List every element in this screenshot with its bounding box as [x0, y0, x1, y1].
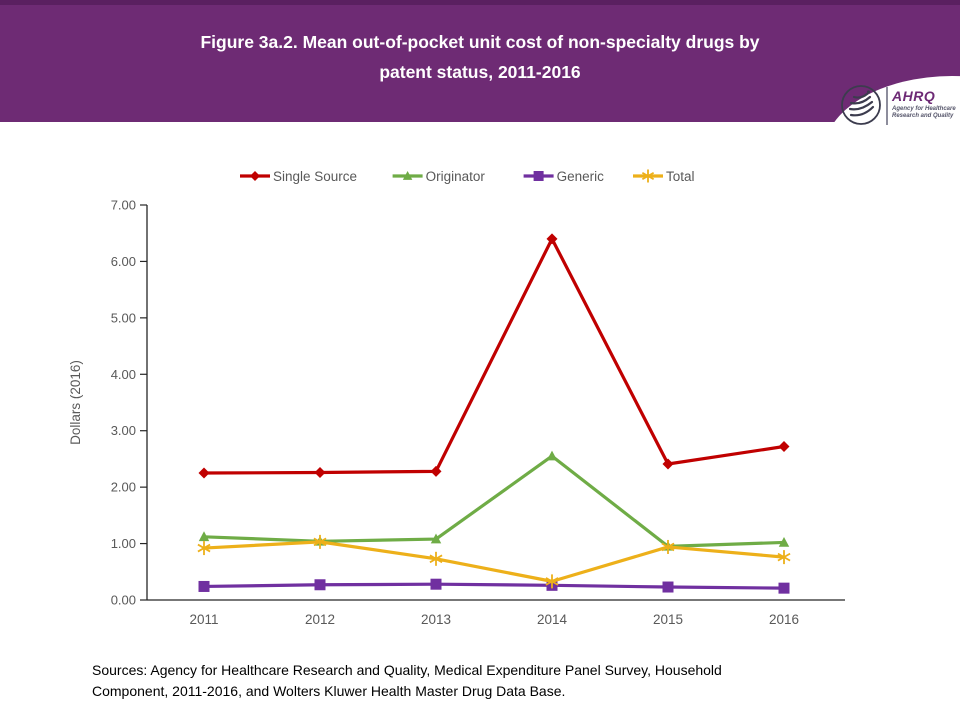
diamond-marker: [546, 233, 558, 245]
triangle-marker: [430, 533, 442, 544]
asterisk-marker: [545, 577, 559, 586]
asterisk-marker: [661, 542, 675, 552]
asterisk-marker: [641, 171, 655, 181]
ahrq-tagline: Agency for Healthcare Research and Quali…: [892, 106, 956, 120]
square-marker: [778, 582, 790, 594]
sources-note: Sources: Agency for Healthcare Research …: [92, 660, 852, 702]
diamond-marker: [662, 458, 674, 470]
asterisk-marker: [777, 552, 791, 562]
total-line: [203, 540, 785, 583]
x-tick-label: 2016: [769, 612, 799, 627]
y-tick-label: 1.00: [111, 536, 136, 551]
diamond-marker: [250, 171, 260, 181]
diamond-marker: [314, 466, 326, 478]
x-tick-label: 2014: [537, 612, 568, 627]
square-marker: [198, 580, 210, 592]
asterisk-marker: [197, 543, 211, 553]
y-tick-label: 5.00: [111, 310, 136, 325]
figure-title-line2: patent status, 2011-2016: [379, 62, 581, 82]
legend-label-total: Total: [666, 169, 695, 184]
y-tick-label: 4.00: [111, 367, 136, 382]
triangle-marker: [402, 171, 413, 180]
x-tick-label: 2011: [189, 612, 218, 627]
x-tick-label: 2013: [421, 612, 451, 627]
single-source-line: [203, 237, 785, 475]
header-banner: Figure 3a.2. Mean out-of-pocket unit cos…: [0, 0, 960, 122]
x-tick-label: 2012: [305, 612, 335, 627]
square-marker: [533, 171, 544, 181]
line-chart: 0.00 1.00 2.00 3.00 4.00 5.00 6.00 7.00 2011 2012…: [68, 169, 845, 627]
y-tick-label: 0.00: [111, 593, 136, 608]
hhs-eagle-icon: [841, 85, 881, 125]
ahrq-acronym: AHRQ: [892, 88, 936, 104]
ahrq-wordmark: AHRQ Agency for Healthcare Research and …: [892, 88, 956, 120]
logo-divider: [886, 87, 888, 125]
y-tick-label: 6.00: [111, 254, 136, 269]
legend-label-originator: Originator: [426, 169, 486, 184]
ahrq-tagline-line1: Agency for Healthcare: [892, 106, 956, 112]
diamond-marker: [198, 467, 210, 479]
generic-line: [203, 582, 785, 590]
square-marker: [662, 581, 674, 593]
square-marker: [430, 578, 442, 590]
y-tick-label: 2.00: [111, 480, 136, 495]
asterisk-marker: [429, 554, 443, 564]
legend-label-generic: Generic: [557, 169, 605, 184]
legend-label-single-source: Single Source: [273, 169, 357, 184]
figure-title: Figure 3a.2. Mean out-of-pocket unit cos…: [60, 5, 900, 87]
y-tick-label: 7.00: [111, 198, 136, 213]
triangle-marker: [778, 536, 790, 547]
y-axis-label: Dollars (2016): [68, 360, 83, 445]
triangle-marker: [198, 531, 210, 542]
asterisk-marker: [313, 537, 327, 547]
figure-title-line1: Figure 3a.2. Mean out-of-pocket unit cos…: [200, 32, 760, 52]
x-tick-label: 2015: [653, 612, 683, 627]
sources-line1: Sources: Agency for Healthcare Research …: [92, 662, 722, 678]
diamond-marker: [430, 465, 442, 477]
legend-item-total: Total: [633, 169, 695, 184]
sources-line2: Component, 2011-2016, and Wolters Kluwer…: [92, 683, 566, 699]
triangle-marker: [546, 450, 558, 461]
ahrq-tagline-line2: Research and Quality: [892, 113, 954, 120]
diamond-marker: [778, 441, 790, 453]
y-tick-label: 3.00: [111, 423, 136, 438]
square-marker: [314, 579, 326, 591]
originator-line: [203, 454, 785, 548]
